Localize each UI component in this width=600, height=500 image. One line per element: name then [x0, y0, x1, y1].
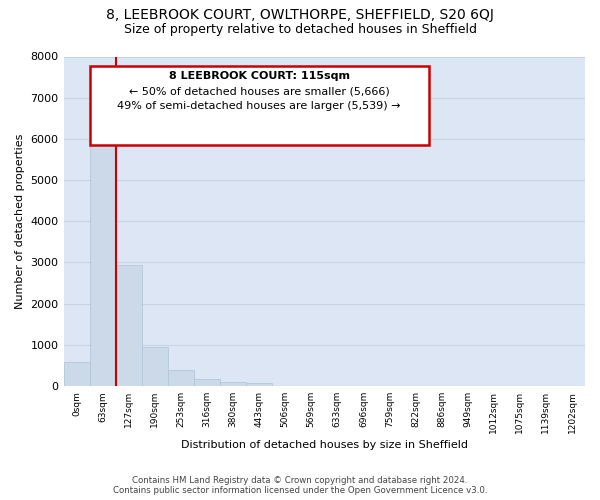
Bar: [194, 379, 220, 386]
Text: 8, LEEBROOK COURT, OWLTHORPE, SHEFFIELD, S20 6QJ: 8, LEEBROOK COURT, OWLTHORPE, SHEFFIELD,…: [106, 8, 494, 22]
FancyBboxPatch shape: [89, 66, 428, 146]
Bar: [64, 362, 89, 386]
Bar: [142, 346, 168, 386]
Y-axis label: Number of detached properties: Number of detached properties: [15, 134, 25, 309]
X-axis label: Distribution of detached houses by size in Sheffield: Distribution of detached houses by size …: [181, 440, 468, 450]
Text: ← 50% of detached houses are smaller (5,666): ← 50% of detached houses are smaller (5,…: [129, 86, 389, 96]
Bar: [246, 384, 272, 386]
Bar: [116, 264, 142, 386]
Bar: [89, 123, 116, 386]
Text: Size of property relative to detached houses in Sheffield: Size of property relative to detached ho…: [124, 22, 476, 36]
Bar: [168, 370, 194, 386]
Text: Contains HM Land Registry data © Crown copyright and database right 2024.
Contai: Contains HM Land Registry data © Crown c…: [113, 476, 487, 495]
Bar: [220, 382, 246, 386]
Text: 8 LEEBROOK COURT: 115sqm: 8 LEEBROOK COURT: 115sqm: [169, 72, 350, 82]
Text: 49% of semi-detached houses are larger (5,539) →: 49% of semi-detached houses are larger (…: [118, 101, 401, 111]
